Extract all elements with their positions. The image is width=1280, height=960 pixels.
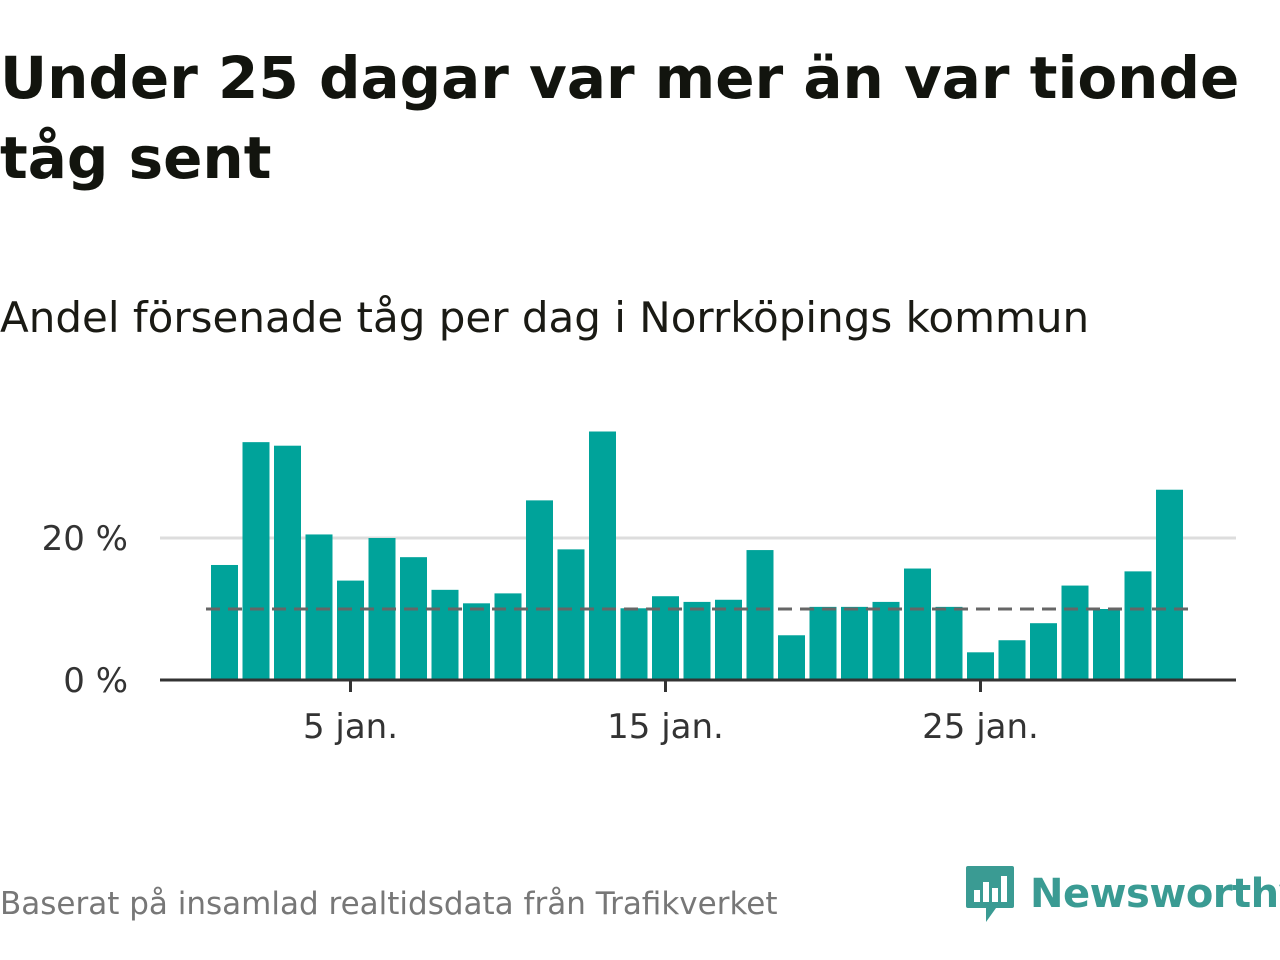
y-tick-label: 0 % — [63, 661, 128, 701]
bar — [494, 593, 522, 680]
bar — [400, 557, 427, 680]
brand-logo: Newsworthy — [964, 864, 1280, 924]
bar — [998, 640, 1026, 680]
bar — [1061, 585, 1089, 680]
bar — [715, 599, 742, 680]
bar — [904, 568, 931, 680]
x-tick-label: 5 jan. — [303, 707, 398, 747]
bar — [1156, 489, 1183, 680]
bar — [242, 442, 270, 680]
chart-subtitle: Andel försenade tåg per dag i Norrköping… — [0, 293, 1090, 342]
bar — [778, 635, 805, 680]
x-tick-label: 25 jan. — [922, 707, 1039, 747]
bar — [589, 431, 616, 680]
bar — [305, 534, 333, 680]
newsworthy-logo-icon — [966, 866, 1014, 922]
bar — [967, 652, 994, 680]
bar — [526, 500, 553, 680]
bar — [1124, 571, 1152, 680]
x-tick-label: 15 jan. — [607, 707, 724, 747]
bar — [683, 601, 711, 680]
bar — [841, 606, 868, 680]
bar — [620, 608, 648, 680]
bar-chart: 0 % 20 % 5 jan. 15 jan. 25 jan. — [42, 431, 1236, 747]
source-note: Baserat på insamlad realtidsdata från Tr… — [0, 886, 778, 922]
bar — [746, 550, 774, 680]
bar — [935, 606, 963, 680]
chart-title: Under 25 dagar var mer än var tionde tåg… — [0, 44, 1240, 192]
brand-name: Newsworthy — [1030, 871, 1280, 917]
bar — [809, 606, 837, 680]
bar — [337, 580, 364, 680]
bar — [431, 589, 459, 680]
bar — [1030, 623, 1057, 680]
y-tick-label: 20 % — [42, 519, 128, 559]
bar — [274, 445, 301, 680]
bar — [872, 601, 900, 680]
bar — [1093, 609, 1120, 680]
bar — [211, 564, 238, 680]
bar — [557, 549, 585, 680]
bar — [463, 603, 490, 680]
